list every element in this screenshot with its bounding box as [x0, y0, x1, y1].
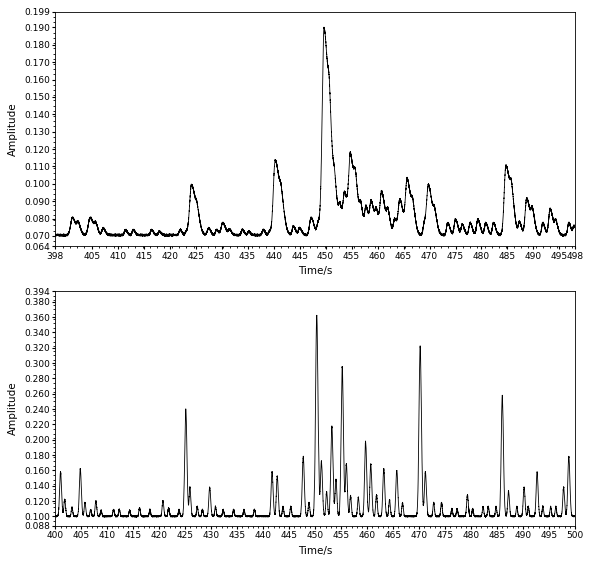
X-axis label: Time/s: Time/s: [298, 266, 332, 276]
X-axis label: Time/s: Time/s: [298, 545, 332, 556]
Y-axis label: Amplitude: Amplitude: [8, 102, 18, 156]
Y-axis label: Amplitude: Amplitude: [8, 381, 18, 435]
